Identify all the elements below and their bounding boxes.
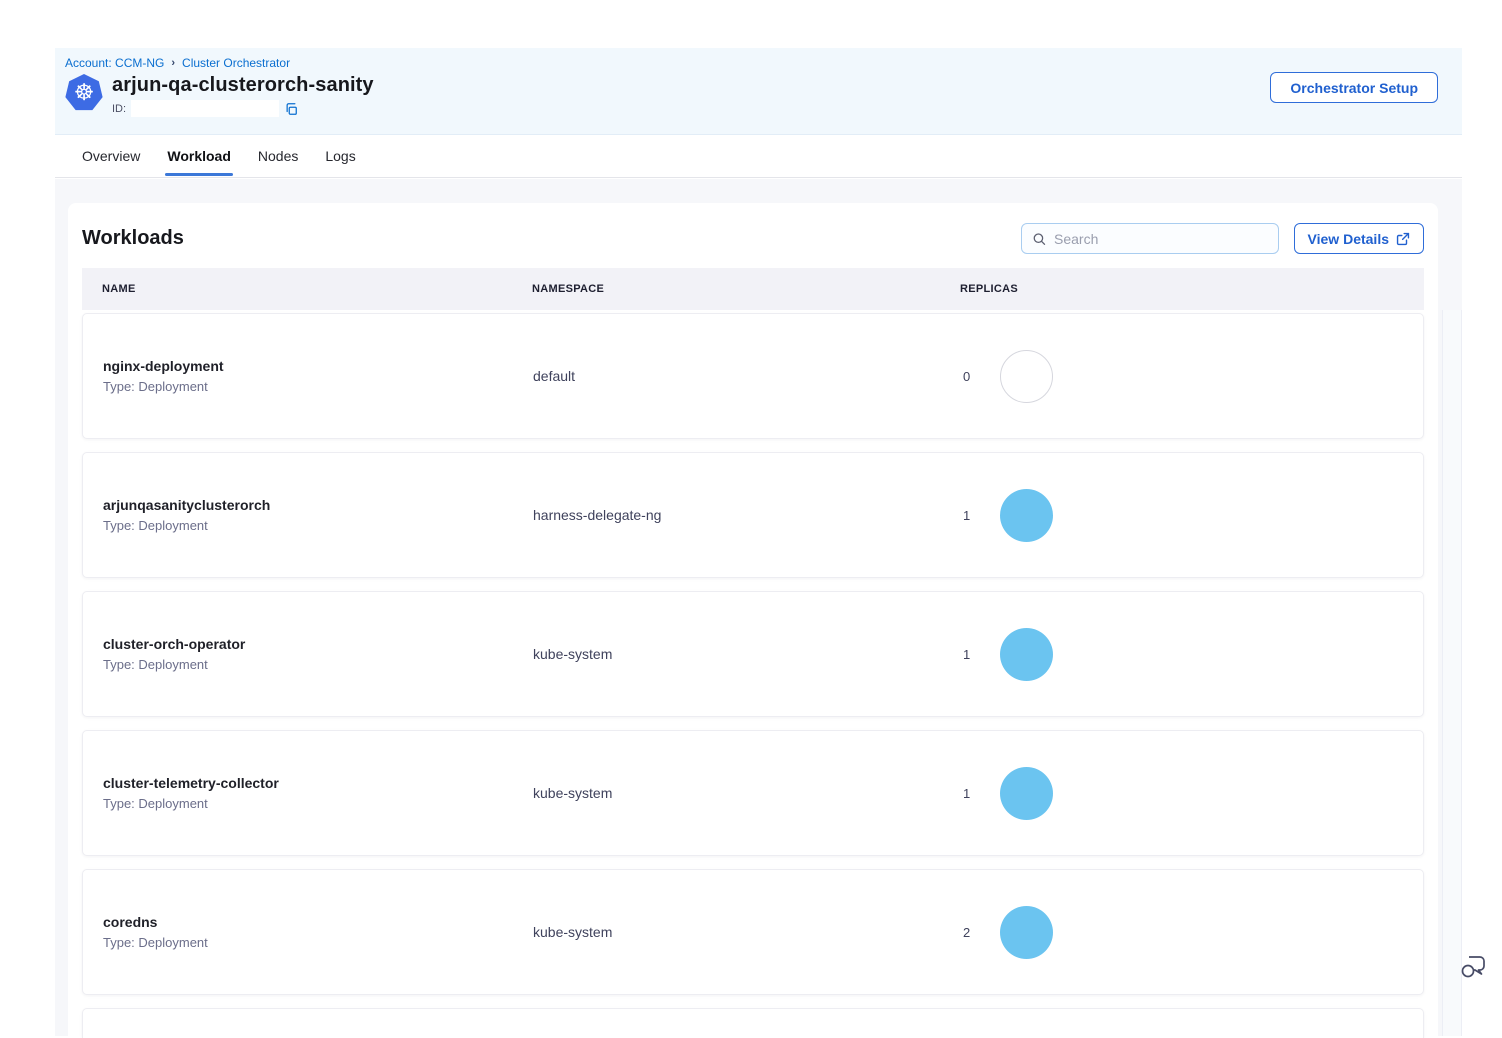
workload-namespace: kube-system (533, 924, 613, 940)
workload-replicas-cell: 0 (961, 349, 1423, 403)
chevron-right-icon: › (171, 57, 176, 69)
workloads-heading: Workloads (82, 227, 184, 249)
cluster-title-row: ☸ arjun-qa-clusterorch-sanity ID: (65, 74, 1462, 117)
cluster-id-redacted-value (131, 100, 280, 117)
tab-workload[interactable]: Workload (165, 135, 233, 177)
replica-count: 0 (963, 368, 971, 384)
workload-type: Type: Deployment (103, 518, 208, 533)
workload-namespace: kube-system (533, 785, 613, 801)
workload-namespace: harness-delegate-ng (533, 507, 662, 523)
chat-bubbles-icon (1461, 956, 1485, 978)
workload-name-cell: cluster-telemetry-collector Type: Deploy… (83, 775, 533, 811)
table-row[interactable]: cluster-orch-operator Type: Deployment k… (82, 591, 1424, 717)
app-frame: Account: CCM-NG › Cluster Orchestrator ☸… (55, 48, 1462, 1038)
workload-namespace: kube-system (533, 646, 613, 662)
workload-name: cluster-telemetry-collector (103, 775, 279, 791)
replica-status-circle (1000, 627, 1053, 681)
workloads-card: Workloads View Details (68, 203, 1438, 1038)
workload-name: arjunqasanityclusterorch (103, 497, 271, 513)
vertical-scrollbar[interactable] (1442, 310, 1462, 1036)
workload-replicas-cell: 1 (961, 766, 1423, 820)
table-row-partial[interactable] (82, 1008, 1424, 1038)
replica-count: 1 (963, 507, 971, 523)
workload-search-box (1020, 223, 1279, 254)
cluster-id-label: ID: (112, 102, 127, 115)
workload-replicas-cell: 1 (961, 627, 1423, 681)
workload-content-area: Workloads View Details (55, 179, 1462, 1038)
workload-table-header: NAME NAMESPACE REPLICAS (82, 268, 1424, 310)
workload-name: coredns (103, 914, 158, 930)
help-chat-button[interactable] (1457, 951, 1489, 985)
kubernetes-icon: ☸ (65, 74, 103, 111)
cluster-header: Account: CCM-NG › Cluster Orchestrator ☸… (55, 48, 1462, 135)
workload-type: Type: Deployment (103, 657, 208, 672)
replica-status-circle (1000, 905, 1053, 959)
search-icon (1033, 232, 1045, 245)
workload-name-cell: nginx-deployment Type: Deployment (83, 358, 533, 394)
copy-id-button[interactable] (284, 102, 298, 116)
workload-search-input[interactable] (1054, 230, 1268, 247)
tab-nodes[interactable]: Nodes (257, 148, 299, 164)
workload-name: nginx-deployment (103, 358, 224, 374)
replica-status-circle (1000, 766, 1053, 820)
replica-count: 1 (963, 785, 971, 801)
workload-namespace: default (533, 368, 576, 384)
tab-logs[interactable]: Logs (325, 148, 356, 164)
breadcrumb: Account: CCM-NG › Cluster Orchestrator (65, 56, 1462, 70)
cluster-name-title: arjun-qa-clusterorch-sanity (112, 74, 374, 96)
cluster-id-row: ID: (112, 100, 374, 117)
workload-replicas-cell: 1 (961, 488, 1423, 542)
replica-status-circle (1000, 488, 1053, 542)
column-header-replicas: REPLICAS (960, 283, 1019, 295)
external-link-icon (1396, 232, 1410, 245)
copy-icon (286, 102, 297, 115)
table-row[interactable]: arjunqasanityclusterorch Type: Deploymen… (82, 452, 1424, 578)
workload-replicas-cell: 2 (961, 905, 1423, 959)
table-row[interactable]: nginx-deployment Type: Deployment defaul… (82, 313, 1424, 439)
column-header-namespace: NAMESPACE (532, 283, 605, 295)
workload-name-cell: coredns Type: Deployment (83, 914, 533, 950)
table-row[interactable]: coredns Type: Deployment kube-system 2 (82, 869, 1424, 995)
view-details-button[interactable]: View Details (1293, 223, 1424, 254)
workload-type: Type: Deployment (103, 796, 208, 811)
workload-name-cell: arjunqasanityclusterorch Type: Deploymen… (83, 497, 533, 533)
table-row[interactable]: cluster-telemetry-collector Type: Deploy… (82, 730, 1424, 856)
replica-count: 1 (963, 646, 971, 662)
workload-name: cluster-orch-operator (103, 636, 246, 652)
workload-type: Type: Deployment (103, 935, 208, 950)
breadcrumb-account-link[interactable]: Account: CCM-NG (65, 56, 165, 70)
replica-count: 2 (963, 924, 971, 940)
tab-bar: Overview Workload Nodes Logs (55, 135, 1462, 178)
tab-overview[interactable]: Overview (82, 148, 141, 164)
column-header-name: NAME (102, 283, 136, 295)
workload-name-cell: cluster-orch-operator Type: Deployment (83, 636, 533, 672)
workload-type: Type: Deployment (103, 379, 208, 394)
view-details-label: View Details (1307, 230, 1389, 247)
orchestrator-setup-button[interactable]: Orchestrator Setup (1270, 72, 1438, 103)
replica-status-circle (1000, 349, 1053, 403)
workload-table-body: nginx-deployment Type: Deployment defaul… (82, 313, 1424, 995)
breadcrumb-cluster-orchestrator-link[interactable]: Cluster Orchestrator (182, 56, 291, 70)
